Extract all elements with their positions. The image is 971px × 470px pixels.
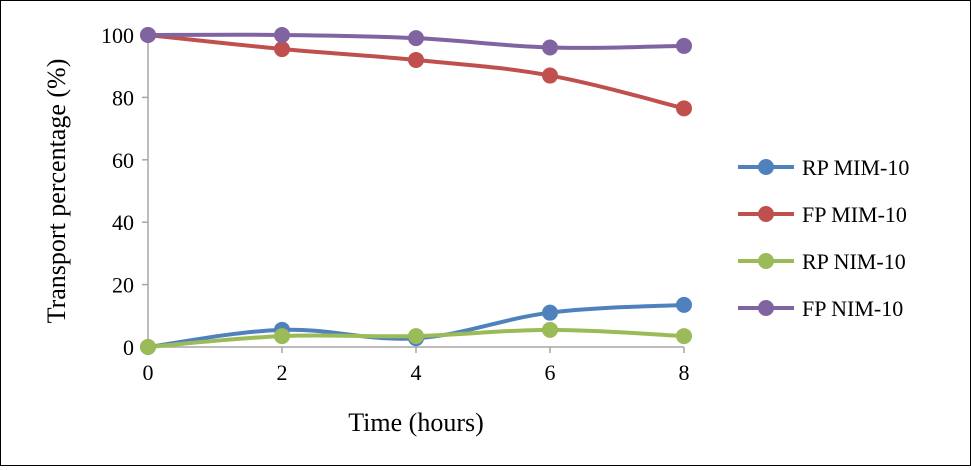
x-axis-title: Time (hours): [348, 408, 484, 437]
y-axis-title: Transport percentage (%): [42, 59, 71, 324]
x-tick-label: 6: [545, 360, 556, 385]
data-point-rp-mim-10: [542, 304, 558, 321]
data-point-fp-nim-10: [676, 37, 692, 54]
data-point-fp-mim-10: [676, 100, 692, 117]
legend-label: RP MIM-10: [802, 155, 909, 180]
data-point-rp-mim-10: [676, 296, 692, 313]
legend-item-fp-mim-10: FP MIM-10: [738, 202, 907, 227]
data-point-fp-nim-10: [542, 39, 558, 56]
data-point-fp-nim-10: [140, 27, 156, 43]
data-point-fp-nim-10: [274, 27, 290, 43]
x-tick-label: 4: [411, 360, 422, 385]
data-point-fp-nim-10: [408, 30, 424, 47]
data-point-rp-nim-10: [274, 328, 290, 345]
x-tick-label: 2: [277, 360, 288, 385]
data-point-rp-nim-10: [676, 328, 692, 345]
legend-item-fp-nim-10: FP NIM-10: [738, 296, 903, 321]
legend-label: FP NIM-10: [802, 296, 903, 321]
legend-marker: [758, 206, 774, 222]
legend-marker: [758, 159, 774, 175]
legend: RP MIM-10 FP MIM-10 RP NIM-10 FP NIM-10: [738, 155, 909, 321]
y-tick-label: 40: [112, 210, 134, 235]
series-fp-nim-10: [140, 27, 692, 56]
data-point-rp-nim-10: [140, 339, 156, 355]
series-layer: [140, 27, 692, 355]
data-point-fp-mim-10: [408, 51, 424, 68]
series-rp-nim-10: [140, 321, 692, 355]
data-point-rp-nim-10: [542, 321, 558, 338]
axes: 0 20 40 60 80 100 0 2 4 6 8: [101, 23, 690, 385]
x-tick-label: 0: [143, 360, 154, 385]
y-tick-label: 20: [112, 273, 134, 298]
y-tick-label: 100: [101, 23, 134, 48]
x-tick-label: 8: [679, 360, 690, 385]
data-point-fp-mim-10: [542, 67, 558, 84]
y-tick-label: 0: [123, 335, 134, 360]
legend-item-rp-mim-10: RP MIM-10: [738, 155, 909, 180]
y-tick-label: 60: [112, 148, 134, 173]
legend-marker: [758, 253, 774, 269]
legend-item-rp-nim-10: RP NIM-10: [738, 249, 906, 274]
data-point-fp-mim-10: [274, 41, 290, 58]
legend-label: RP NIM-10: [802, 249, 906, 274]
data-point-rp-nim-10: [408, 328, 424, 345]
legend-label: FP MIM-10: [802, 202, 907, 227]
legend-marker: [758, 300, 774, 316]
y-tick-label: 80: [112, 85, 134, 110]
